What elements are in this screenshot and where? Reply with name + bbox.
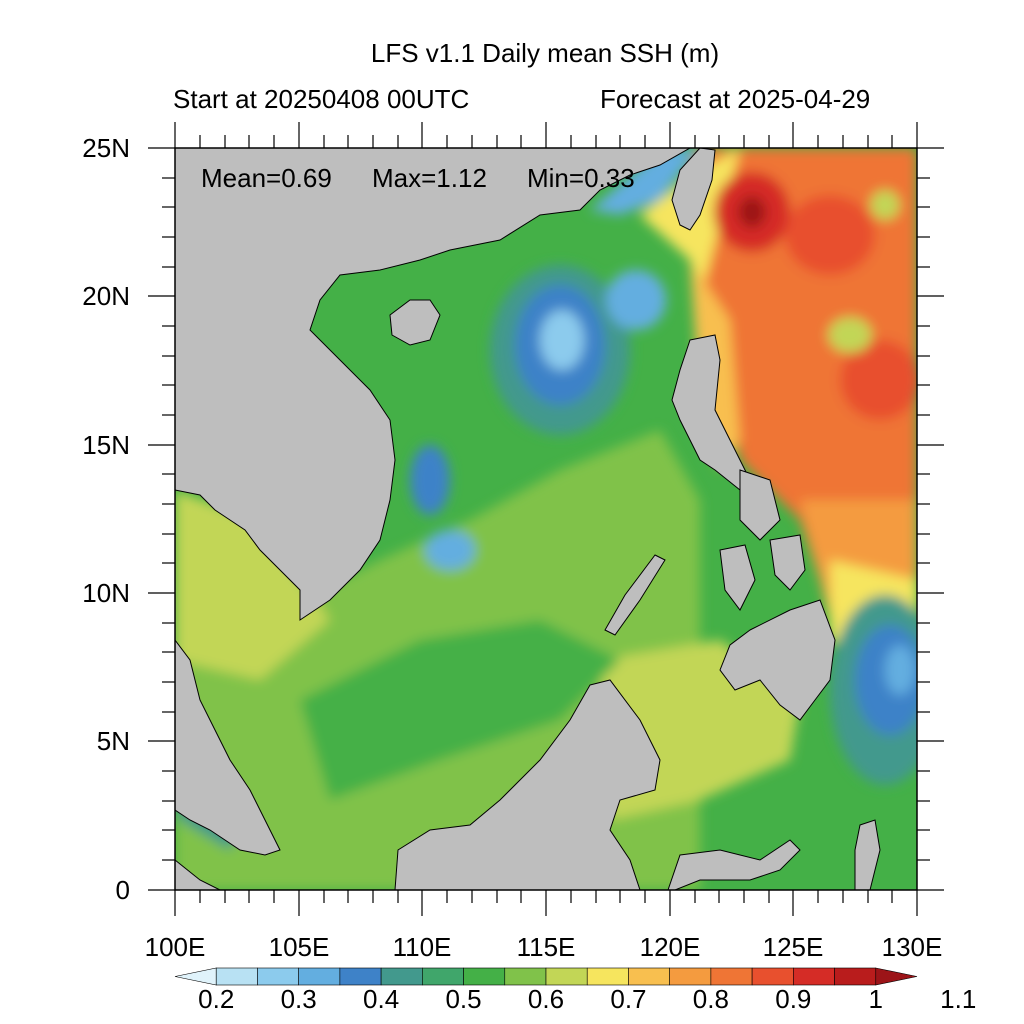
colorbar-label: 0.2: [198, 984, 234, 1014]
stats-max: Max=1.12: [372, 163, 487, 193]
colorbar-swatch: [215, 967, 258, 986]
lat-label: 20N: [82, 281, 130, 311]
lat-label: 5N: [97, 726, 130, 756]
colorbar-swatch: [339, 967, 382, 986]
colorbar-swatch: [793, 967, 835, 986]
field-yellowgreen-west: [175, 490, 330, 680]
stats-min: Min=0.33: [527, 163, 635, 193]
colorbar: 0.2 0.3 0.4 0.5 0.6 0.7 0.8 0.9 1 1.1 1.2: [174, 967, 1024, 1014]
colorbar-label: 0.8: [693, 984, 729, 1014]
land-layer: [175, 148, 881, 890]
colorbar-swatch: [257, 967, 299, 986]
field-red-eddy-3: [840, 340, 917, 420]
colorbar-swatch: [380, 967, 423, 986]
lon-label: 130E: [882, 932, 943, 962]
lon-label: 125E: [763, 932, 824, 962]
field-darkred-eddy: [738, 196, 766, 228]
colorbar-label: 0.9: [775, 984, 811, 1014]
land-palawan: [604, 554, 666, 636]
land-halmahera: [854, 819, 881, 890]
land-leyte: [769, 534, 806, 591]
land-taiwan: [671, 148, 716, 231]
field-blue-sw: [425, 530, 475, 570]
colorbar-swatch: [298, 967, 341, 986]
lon-label: 115E: [517, 932, 576, 962]
stats-mean: Mean=0.69: [201, 163, 332, 193]
colorbar-label: 1.2: [1023, 984, 1024, 1014]
field-green-center: [300, 620, 620, 800]
field-blue-strait: [590, 148, 700, 215]
plot-title: LFS v1.1 Daily mean SSH (m): [370, 38, 720, 68]
land-malay-peninsula: [175, 639, 281, 856]
land-sulawesi: [667, 839, 801, 890]
field-yellowgreen-eddy: [828, 317, 872, 353]
lon-label: 105E: [269, 932, 330, 962]
land-hainan: [389, 299, 441, 346]
colorbar-swatch: [669, 967, 712, 986]
colorbar-swatch: [834, 967, 877, 986]
colorbar-label: 1: [869, 984, 883, 1014]
lon-label: 100E: [145, 932, 206, 962]
colorbar-swatch: [875, 967, 918, 986]
colorbar-swatch: [545, 967, 588, 986]
colorbar-swatch: [710, 967, 753, 986]
stats-annotation: Mean=0.69 Max=1.12 Min=0.33: [201, 163, 635, 193]
land-borneo: [394, 679, 661, 890]
lon-label: 110E: [393, 932, 452, 962]
lat-label: 15N: [82, 430, 130, 460]
field-red-eddy-2: [785, 195, 875, 275]
colorbar-swatch: [463, 967, 506, 986]
field-layer: [175, 148, 917, 890]
colorbar-swatch: [504, 967, 547, 986]
colorbar-swatch: [422, 967, 464, 986]
colorbar-label: 1.1: [940, 984, 976, 1014]
land-panay: [719, 544, 756, 611]
lon-labels: 100E 105E 110E 115E 120E 125E 130E: [145, 932, 943, 962]
land-sumatra: [175, 859, 221, 890]
colorbar-swatch: [751, 967, 794, 986]
colorbar-swatch: [628, 967, 670, 986]
forecast-time-label: Forecast at 2025-04-29: [600, 84, 871, 114]
field-blue-west: [410, 445, 450, 515]
colorbar-label: 0.3: [281, 984, 317, 1014]
lat-label: 0: [116, 875, 130, 905]
land-mindanao: [719, 599, 836, 721]
start-time-label: Start at 20250408 00UTC: [173, 84, 470, 114]
colorbar-label: 0.4: [363, 984, 399, 1014]
field-blue-north: [606, 270, 666, 330]
colorbar-swatch: [586, 967, 629, 986]
lat-label: 25N: [82, 133, 130, 163]
land-samar: [739, 469, 781, 541]
field-lightblue-core: [540, 310, 584, 370]
colorbar-label: 0.6: [528, 984, 564, 1014]
field-yellowgreen-eddy-2: [870, 190, 900, 220]
tick-marks: [148, 122, 944, 916]
land-luzon: [671, 334, 751, 491]
lat-labels: 25N 20N 15N 10N 5N 0: [82, 133, 130, 905]
land-indochina: [175, 148, 692, 621]
field-lightblue-east: [885, 645, 915, 695]
lat-label: 10N: [82, 578, 130, 608]
colorbar-label: 0.7: [610, 984, 646, 1014]
colorbar-label: 0.5: [445, 984, 481, 1014]
lon-label: 120E: [640, 932, 701, 962]
colorbar-swatch: [174, 967, 217, 986]
